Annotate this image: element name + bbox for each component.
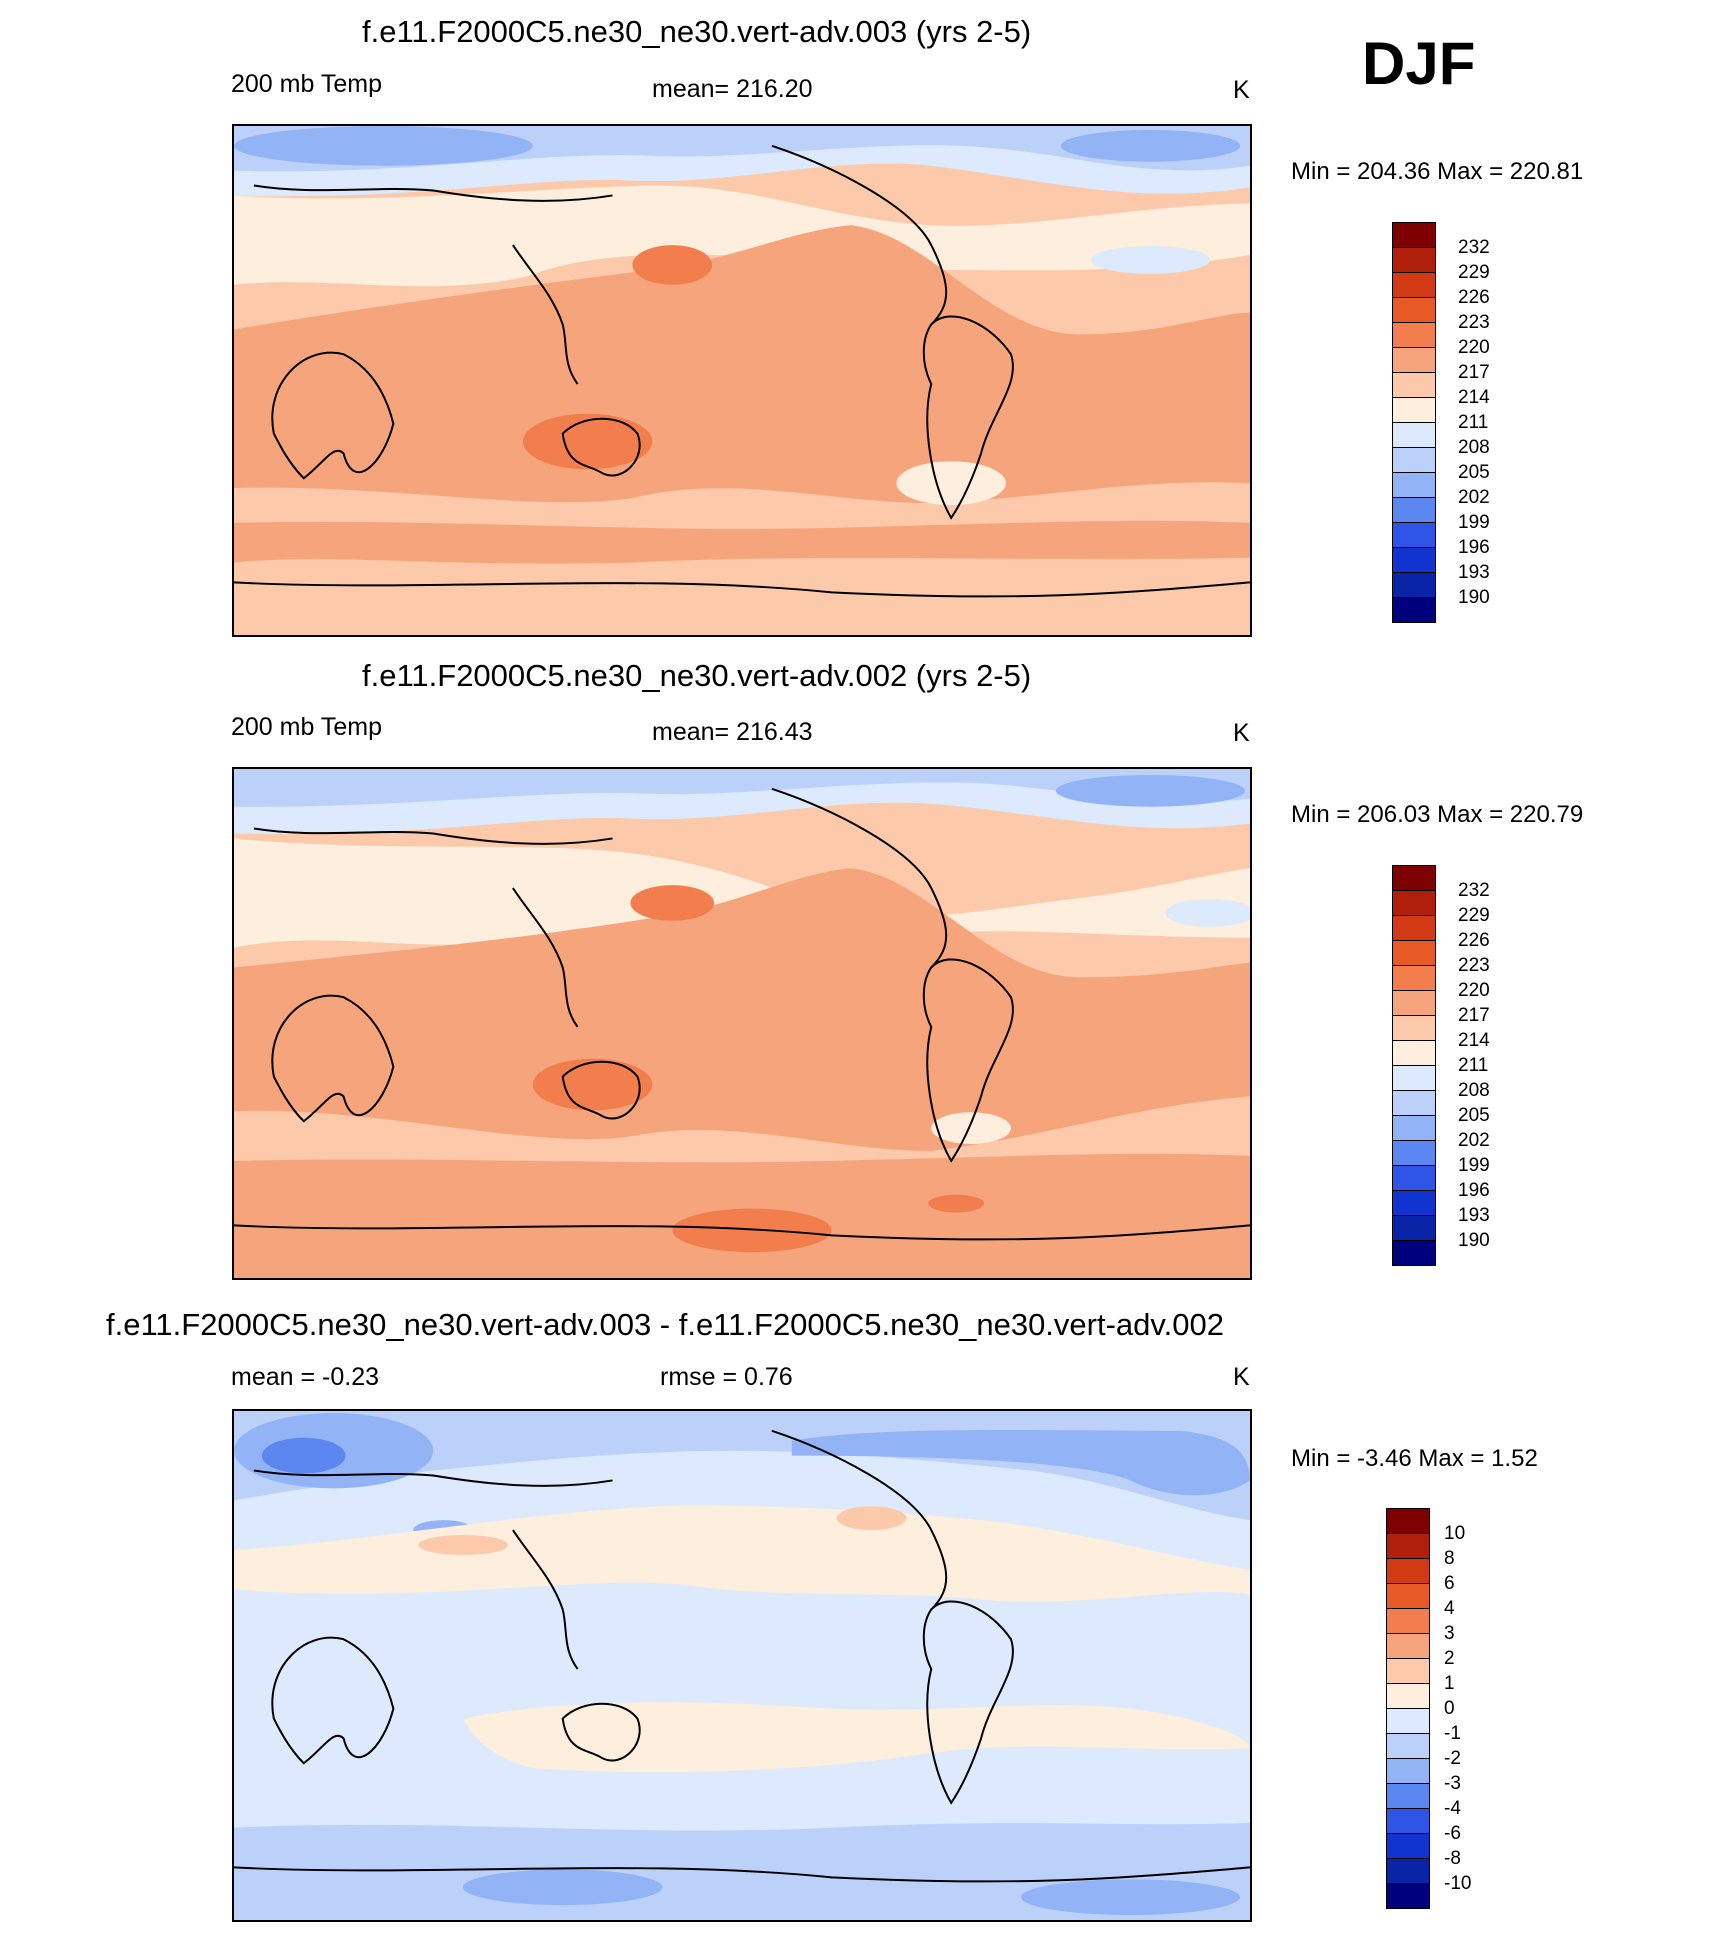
panel-1-minmax: Min = 204.36 Max = 220.81 [1291,158,1584,185]
colorbar-label: 208 [1458,1080,1490,1101]
colorbar-label: -8 [1444,1848,1461,1869]
panel-1-units: K [1233,76,1250,104]
colorbar-label: 1 [1444,1673,1455,1694]
colorbar-label: 211 [1458,412,1489,433]
colorbar-label: 214 [1458,1030,1490,1051]
panel-2-title: f.e11.F2000C5.ne30_ne30.vert-adv.002 (yr… [362,658,1032,693]
colorbar-label: 8 [1444,1548,1455,1569]
panel-2-minmax: Min = 206.03 Max = 220.79 [1291,801,1584,828]
colorbar-label: 202 [1458,487,1490,508]
panel-2-map [232,767,1252,1280]
colorbar-label: 217 [1458,1005,1490,1026]
colorbar-label: 232 [1458,237,1490,258]
colorbar-label: 220 [1458,980,1490,1001]
colorbar-label: 226 [1458,287,1490,308]
colorbar-label: 196 [1458,1180,1490,1201]
colorbar-label: 0 [1444,1698,1455,1719]
colorbar-label: 208 [1458,437,1490,458]
panel-2-units: K [1233,719,1250,747]
panel-1-map [232,124,1252,637]
colorbar-label: 232 [1458,880,1490,901]
panel-3-map [232,1409,1252,1922]
colorbar-label: 229 [1458,905,1490,926]
colorbar-label: -2 [1444,1748,1461,1769]
panel-3-mean: mean = -0.23 [231,1363,380,1391]
panel-3-minmax: Min = -3.46 Max = 1.52 [1291,1445,1538,1472]
colorbar-label: 190 [1458,587,1490,608]
colorbar-label: 193 [1458,562,1490,583]
colorbar-label: 229 [1458,262,1490,283]
colorbar-label: -4 [1444,1798,1461,1819]
colorbar-label: 3 [1444,1623,1455,1644]
colorbar-label: 4 [1444,1598,1455,1619]
panel-1-title: f.e11.F2000C5.ne30_ne30.vert-adv.003 (yr… [362,14,1032,49]
colorbar-label: 199 [1458,512,1490,533]
colorbar-label: 196 [1458,537,1490,558]
panel-3-units: K [1233,1363,1250,1391]
colorbar-label: 199 [1458,1155,1490,1176]
colorbar-label: 10 [1444,1523,1466,1544]
colorbar-label: 220 [1458,337,1490,358]
colorbar-label: 202 [1458,1130,1490,1151]
colorbar-label: 214 [1458,387,1490,408]
panel-3-rmse: rmse = 0.76 [660,1363,793,1391]
colorbar-label: 223 [1458,312,1490,333]
colorbar-label: -3 [1444,1773,1461,1794]
colorbar-label: -1 [1444,1723,1461,1744]
season-label: DJF [1362,30,1476,97]
colorbar-label: 211 [1458,1055,1489,1076]
colorbar-label: 223 [1458,955,1490,976]
panel-2-mean: mean= 216.43 [652,718,813,746]
panel-2-left-string: 200 mb Temp [231,713,383,741]
colorbar-label: 190 [1458,1230,1490,1251]
panel-1-left-string: 200 mb Temp [231,70,383,98]
colorbar-label: 193 [1458,1205,1490,1226]
colorbar-label: 226 [1458,930,1490,951]
colorbar-label: -10 [1444,1873,1472,1894]
colorbar-label: 205 [1458,1105,1490,1126]
colorbar-label: 6 [1444,1573,1455,1594]
panel-1-mean: mean= 216.20 [652,75,813,103]
colorbar-label: 217 [1458,362,1490,383]
colorbar-label: 2 [1444,1648,1455,1669]
panel-3-title: f.e11.F2000C5.ne30_ne30.vert-adv.003 - f… [106,1307,1224,1342]
colorbar-label: 205 [1458,462,1490,483]
colorbar-label: -6 [1444,1823,1461,1844]
